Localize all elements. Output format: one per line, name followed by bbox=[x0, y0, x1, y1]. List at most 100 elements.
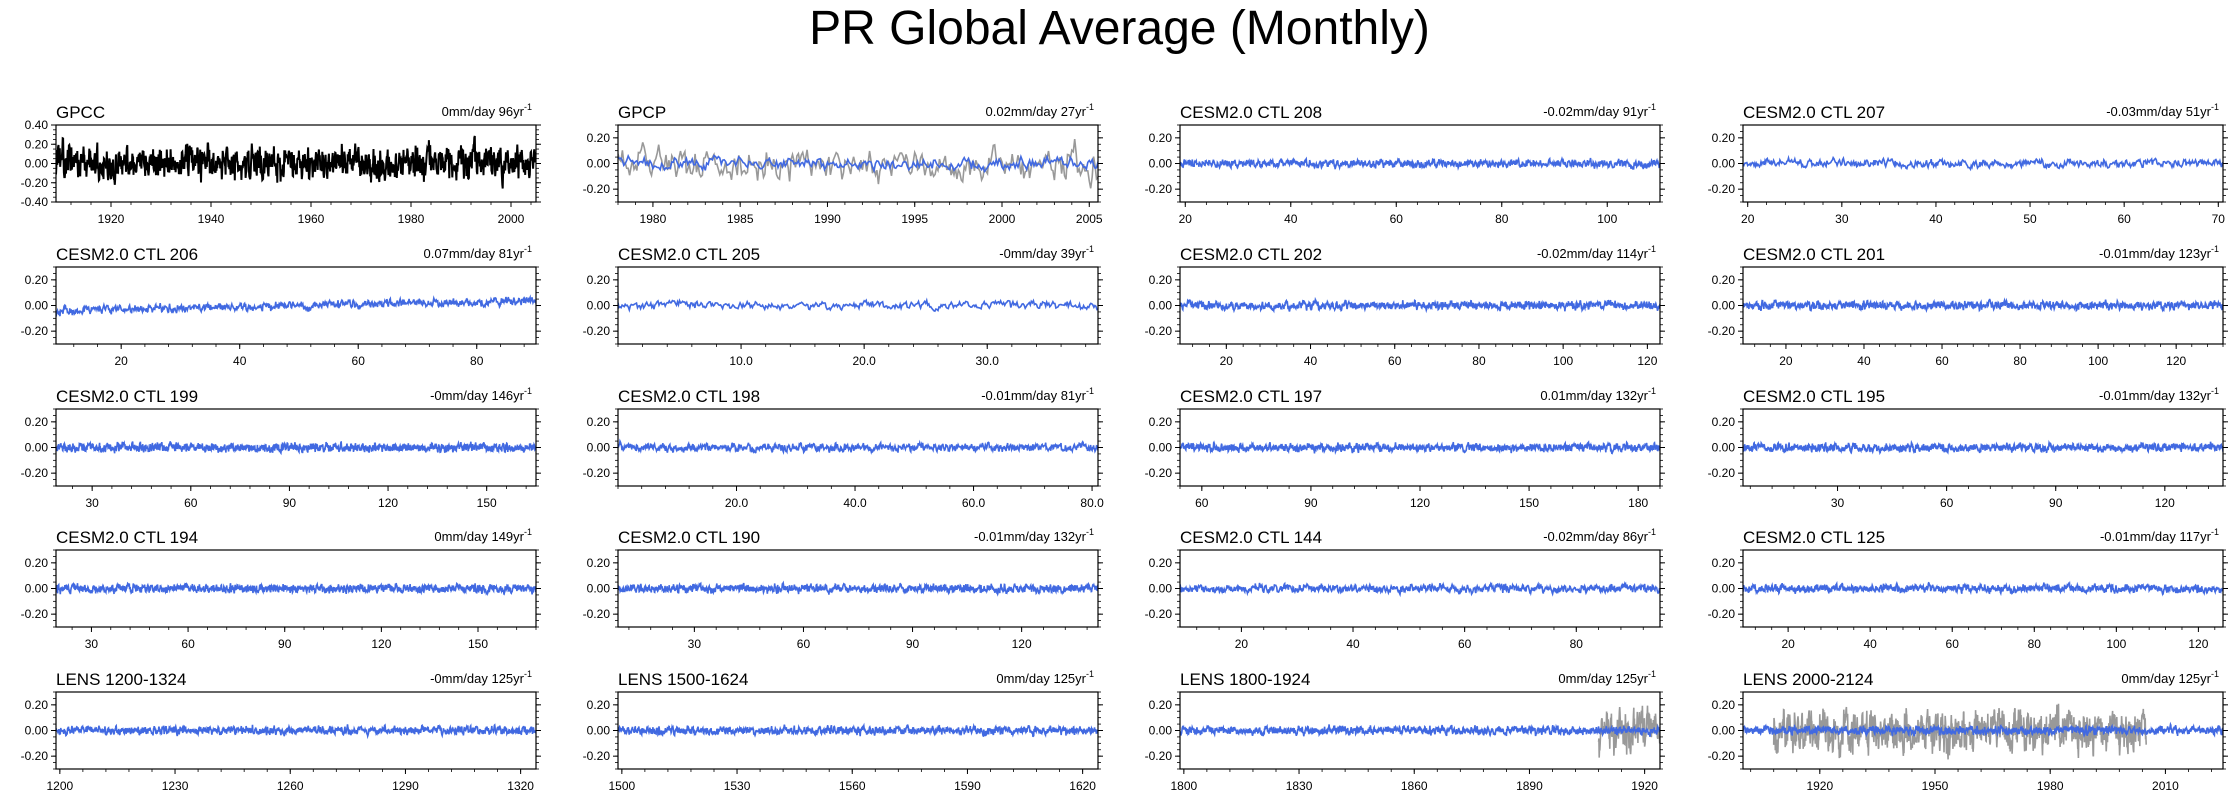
trend-label: -0.01mm/day 81yr-1 bbox=[981, 386, 1094, 403]
x-tick-label: 40.0 bbox=[843, 496, 867, 510]
trend-unit-superscript: -1 bbox=[1648, 386, 1656, 396]
x-tick-label: 1995 bbox=[901, 212, 928, 226]
x-tick-label: 20 bbox=[115, 354, 129, 368]
y-tick-label: 0.00 bbox=[1712, 299, 1736, 313]
x-tick-label: 60 bbox=[1195, 496, 1209, 510]
panel-title: CESM2.0 CTL 144 bbox=[1180, 528, 1322, 547]
trend-value: 0.02mm/day 27yr bbox=[986, 104, 1087, 119]
panel-title: GPCP bbox=[618, 103, 666, 122]
trend-value: -0.01mm/day 81yr bbox=[981, 388, 1086, 403]
y-tick-label: 0.00 bbox=[1149, 299, 1173, 313]
trend-unit-superscript: -1 bbox=[524, 669, 532, 679]
x-tick-label: 30 bbox=[688, 637, 702, 651]
y-tick-label: 0.00 bbox=[25, 299, 49, 313]
x-tick-label: 40 bbox=[1857, 354, 1871, 368]
panel-title: LENS 1800-1924 bbox=[1180, 670, 1310, 689]
y-tick-label: 0.00 bbox=[1712, 582, 1736, 596]
trend-unit-superscript: -1 bbox=[524, 244, 532, 254]
trend-value: -0.02mm/day 86yr bbox=[1543, 529, 1648, 544]
series-line-model bbox=[1743, 721, 2223, 738]
x-tick-label: 60 bbox=[797, 637, 811, 651]
x-tick-label: 20.0 bbox=[725, 496, 749, 510]
x-tick-label: 10.0 bbox=[729, 354, 753, 368]
x-tick-label: 20 bbox=[1179, 212, 1193, 226]
x-tick-label: 80 bbox=[470, 354, 484, 368]
y-tick-label: 0.00 bbox=[1149, 582, 1173, 596]
trend-unit-superscript: -1 bbox=[2211, 527, 2219, 537]
series-line-model bbox=[56, 294, 536, 317]
x-tick-label: 40 bbox=[1929, 212, 1943, 226]
trend-label: -0.01mm/day 132yr-1 bbox=[974, 527, 1094, 544]
trend-value: -0.01mm/day 123yr bbox=[2099, 246, 2212, 261]
x-tick-label: 1830 bbox=[1286, 779, 1313, 793]
panel-9: 0.20 0.00 -0.20 30 60 90 120 150 CESM2.0 CTL 199… bbox=[21, 386, 541, 510]
trend-label: -0mm/day 146yr-1 bbox=[430, 386, 532, 403]
x-tick-label: 60 bbox=[1946, 637, 1960, 651]
trend-label: -0.01mm/day 117yr-1 bbox=[2100, 527, 2219, 544]
x-tick-label: 1980 bbox=[640, 212, 667, 226]
x-tick-label: 90 bbox=[906, 637, 920, 651]
x-tick-label: 60 bbox=[1390, 212, 1404, 226]
panel-17: 0.20 0.00 -0.20 1200 1230 1260 1290 1320 LENS 12… bbox=[21, 669, 541, 793]
x-tick-label: 70 bbox=[2212, 212, 2226, 226]
y-tick-label: 0.00 bbox=[1149, 157, 1173, 171]
x-tick-label: 1260 bbox=[277, 779, 304, 793]
x-tick-label: 120 bbox=[378, 496, 398, 510]
y-tick-label: -0.20 bbox=[1708, 466, 1736, 480]
x-tick-label: 2000 bbox=[498, 212, 525, 226]
x-tick-label: 100 bbox=[2106, 637, 2126, 651]
y-tick-label: 0.00 bbox=[587, 441, 611, 455]
y-tick-label: -0.40 bbox=[21, 195, 49, 209]
panel-title: LENS 2000-2124 bbox=[1743, 670, 1873, 689]
x-tick-label: 180 bbox=[1628, 496, 1648, 510]
trend-unit-superscript: -1 bbox=[2211, 386, 2219, 396]
y-tick-label: -0.20 bbox=[583, 324, 611, 338]
y-tick-label: 0.00 bbox=[1712, 724, 1736, 738]
y-tick-label: 0.20 bbox=[1149, 415, 1173, 429]
panel-4: 0.20 0.00 -0.20 20 30 40 50 60 70 CESM2.0 CTL 207… bbox=[1708, 102, 2228, 226]
x-tick-label: 40 bbox=[233, 354, 247, 368]
panel-3: 0.20 0.00 -0.20 20 40 60 80 100 CESM2.0 CTL 208 -… bbox=[1145, 102, 1665, 226]
x-tick-label: 20 bbox=[1220, 354, 1234, 368]
trend-unit-superscript: -1 bbox=[2211, 102, 2219, 112]
panel-title: CESM2.0 CTL 202 bbox=[1180, 245, 1322, 264]
panel-title: CESM2.0 CTL 195 bbox=[1743, 387, 1885, 406]
y-tick-label: 0.20 bbox=[587, 698, 611, 712]
panel-title: CESM2.0 CTL 190 bbox=[618, 528, 760, 547]
y-tick-label: 0.20 bbox=[25, 698, 49, 712]
x-tick-label: 150 bbox=[1519, 496, 1539, 510]
x-tick-label: 2005 bbox=[1076, 212, 1103, 226]
trend-label: 0.01mm/day 132yr-1 bbox=[1540, 386, 1656, 403]
y-tick-label: -0.20 bbox=[21, 324, 49, 338]
x-tick-label: 120 bbox=[1410, 496, 1430, 510]
panel-title: CESM2.0 CTL 205 bbox=[618, 245, 760, 264]
y-tick-label: 0.20 bbox=[25, 556, 49, 570]
series-line-model bbox=[618, 580, 1098, 597]
panel-title: GPCC bbox=[56, 103, 105, 122]
x-tick-label: 40 bbox=[1284, 212, 1298, 226]
x-tick-label: 100 bbox=[1597, 212, 1617, 226]
trend-label: -0.02mm/day 114yr-1 bbox=[1537, 244, 1656, 261]
trend-value: 0mm/day 125yr bbox=[2121, 671, 2211, 686]
x-tick-label: 80 bbox=[1472, 354, 1486, 368]
x-tick-label: 1290 bbox=[392, 779, 419, 793]
y-tick-label: -0.20 bbox=[583, 182, 611, 196]
x-tick-label: 30.0 bbox=[976, 354, 1000, 368]
trend-unit-superscript: -1 bbox=[524, 386, 532, 396]
panel-13: 0.20 0.00 -0.20 30 60 90 120 150 CESM2.0 CTL 194… bbox=[21, 527, 541, 651]
y-tick-label: -0.20 bbox=[583, 749, 611, 763]
panel-title: CESM2.0 CTL 125 bbox=[1743, 528, 1885, 547]
x-tick-label: 1500 bbox=[608, 779, 635, 793]
y-tick-label: 0.00 bbox=[1712, 157, 1736, 171]
trend-label: -0.02mm/day 91yr-1 bbox=[1543, 102, 1656, 119]
trend-value: 0mm/day 125yr bbox=[1558, 671, 1648, 686]
panel-10: 0.20 0.00 -0.20 20.0 40.0 60.0 80.0 CESM2.0 CTL… bbox=[583, 386, 1104, 510]
trend-label: 0mm/day 125yr-1 bbox=[996, 669, 1094, 686]
y-tick-label: 0.20 bbox=[1149, 556, 1173, 570]
trend-label: -0.03mm/day 51yr-1 bbox=[2106, 102, 2219, 119]
x-tick-label: 120 bbox=[1637, 354, 1657, 368]
trend-label: 0mm/day 96yr-1 bbox=[442, 102, 532, 119]
y-tick-label: 0.00 bbox=[25, 582, 49, 596]
trend-value: -0.03mm/day 51yr bbox=[2106, 104, 2211, 119]
